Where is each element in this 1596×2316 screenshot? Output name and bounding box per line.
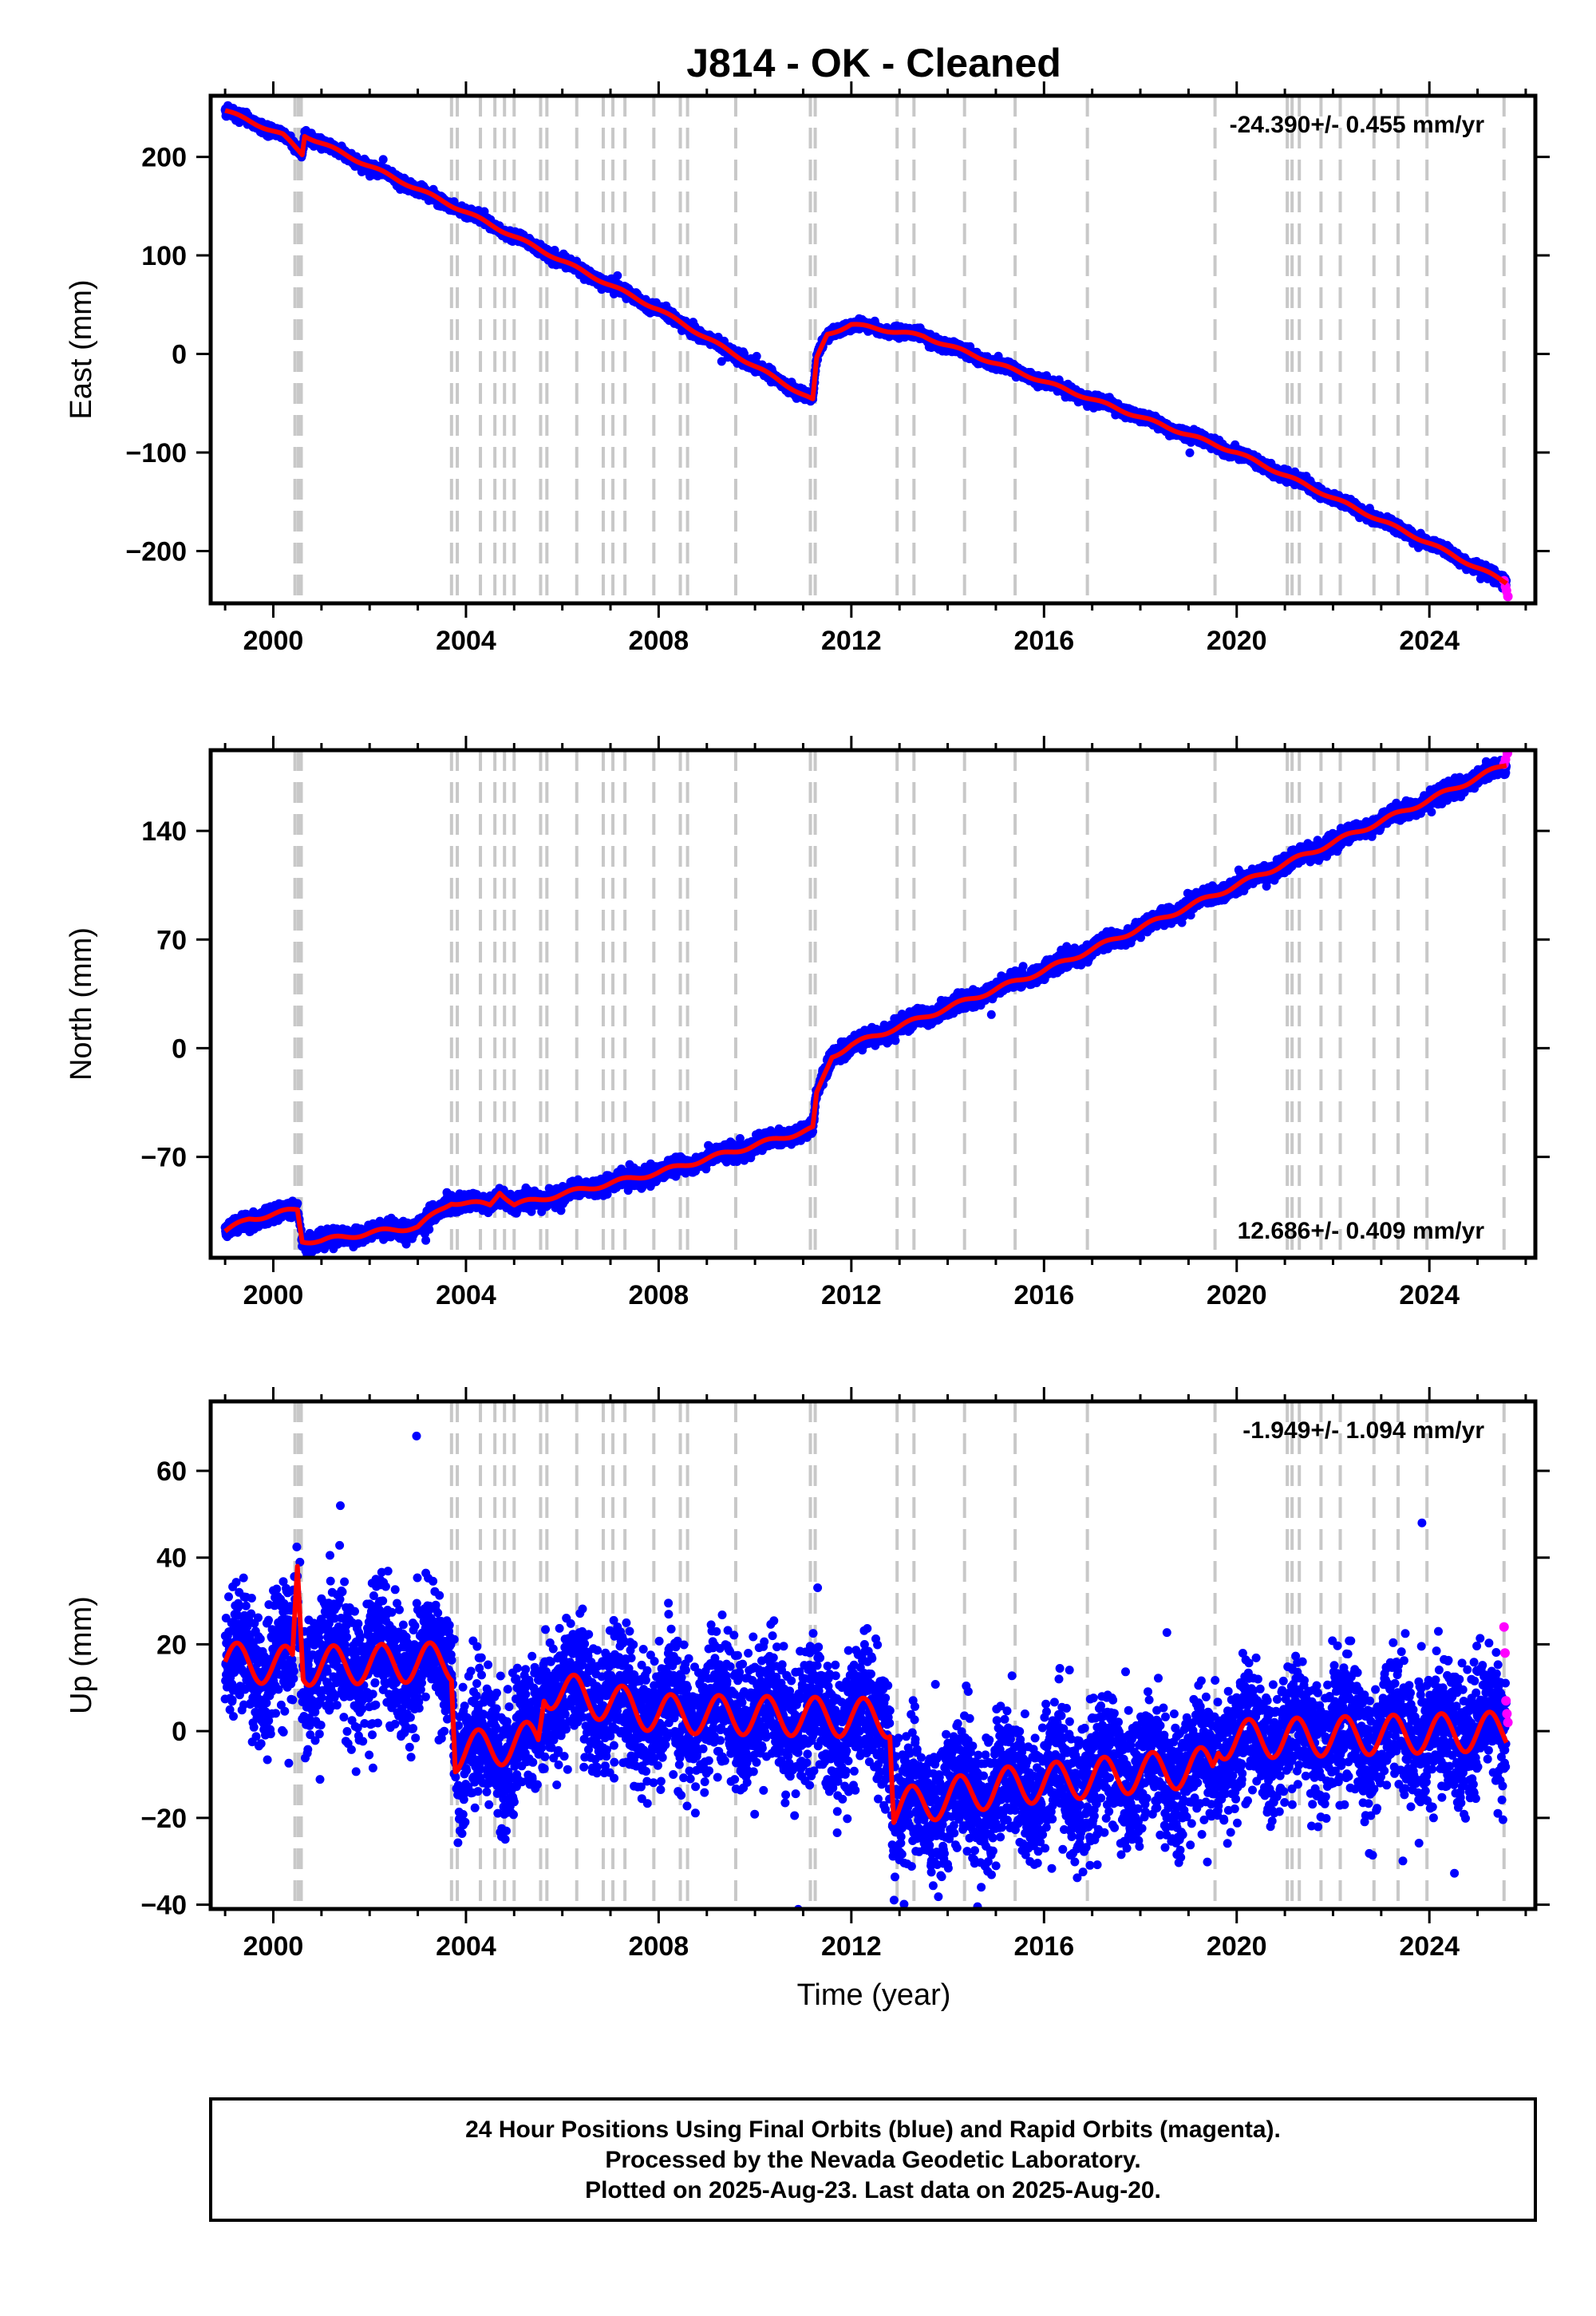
y-tick-label: 40 [156, 1543, 187, 1574]
x-axis: 2000 2004 2008 2012 2016 2020 2024 [223, 736, 1527, 1310]
y-axis: −40 −20 0 20 40 60 [140, 1456, 1550, 1921]
footer-line-2: Processed by the Nevada Geodetic Laborat… [605, 2147, 1140, 2173]
x-tick-label: 2000 [243, 1931, 304, 1962]
y-axis-label: Up (mm) [65, 1596, 98, 1714]
y-tick-label: −100 [125, 438, 187, 468]
y-tick-label: −20 [140, 1804, 187, 1834]
x-axis-label: Time (year) [797, 1978, 951, 2012]
rapid-orbit-point [1499, 1648, 1510, 1658]
velocity-label: 12.686+/- 0.409 mm/yr [1238, 1218, 1485, 1244]
plot-frame [208, 1399, 1538, 1911]
x-tick-label: 2024 [1399, 1280, 1460, 1310]
final-orbit-positions [220, 1431, 1511, 1909]
x-tick-label: 2004 [436, 1280, 496, 1310]
event-lines [293, 96, 1506, 603]
y-tick-label: 200 [141, 143, 187, 173]
x-tick-label: 2012 [821, 1931, 882, 1962]
x-tick-label: 2020 [1207, 1280, 1267, 1310]
rapid-orbit-point [1502, 1709, 1512, 1719]
model-fit-line [223, 1563, 1509, 1825]
velocity-label: -1.949+/- 1.094 mm/yr [1242, 1417, 1484, 1444]
y-tick-label: 70 [156, 925, 187, 955]
y-tick-label: −40 [140, 1891, 187, 1921]
footer-line-1: 24 Hour Positions Using Final Orbits (bl… [465, 2116, 1281, 2143]
x-axis: 2000 2004 2008 2012 2016 2020 2024 [223, 1387, 1527, 1962]
rapid-orbit-point [1501, 1696, 1511, 1706]
x-tick-label: 2016 [1013, 1931, 1074, 1962]
x-axis: 2000 2004 2008 2012 2016 2020 2024 [223, 81, 1527, 656]
y-tick-label: 100 [141, 241, 187, 271]
rapid-orbit-point [1503, 1717, 1513, 1728]
y-axis: −70 0 70 140 [140, 816, 1550, 1173]
velocity-label: -24.390+/- 0.455 mm/yr [1230, 112, 1485, 138]
y-axis-label: East (mm) [65, 279, 98, 419]
y-tick-label: 140 [141, 816, 187, 847]
y-tick-label: 20 [156, 1630, 187, 1660]
model-fit-line [223, 108, 1509, 586]
plot-frame [208, 748, 1538, 1260]
x-tick-label: 2024 [1399, 1931, 1460, 1962]
figure-title: J814 - OK - Cleaned [686, 41, 1061, 85]
rapid-orbit-point [1503, 591, 1513, 602]
x-tick-label: 2008 [629, 1931, 689, 1962]
y-tick-label: 0 [172, 340, 187, 370]
rapid-orbit-positions [1499, 1622, 1513, 1728]
north-panel: 2000 2004 2008 2012 2016 2020 2024 −70 0 70 140 Nor… [65, 736, 1550, 1310]
x-tick-label: 2008 [629, 1280, 689, 1310]
y-tick-label: −200 [125, 537, 187, 567]
final-orbit-positions [220, 756, 1511, 1258]
footer-box: 24 Hour Positions Using Final Orbits (bl… [209, 2097, 1537, 2222]
final-orbit-positions [220, 101, 1511, 593]
plot-frame [208, 93, 1538, 606]
event-lines [293, 750, 1506, 1258]
y-tick-label: 0 [172, 1034, 187, 1064]
y-tick-label: 60 [156, 1456, 187, 1487]
x-tick-label: 2000 [243, 626, 304, 656]
footer-line-3: Plotted on 2025-Aug-23. Last data on 202… [585, 2177, 1161, 2203]
x-tick-label: 2004 [436, 626, 496, 656]
x-tick-label: 2016 [1013, 626, 1074, 656]
x-tick-label: 2000 [243, 1280, 304, 1310]
rapid-orbit-point [1499, 1622, 1509, 1632]
x-tick-label: 2016 [1013, 1280, 1074, 1310]
x-tick-label: 2020 [1207, 1931, 1267, 1962]
x-tick-label: 2004 [436, 1931, 496, 1962]
x-tick-label: 2012 [821, 1280, 882, 1310]
y-tick-label: 0 [172, 1717, 187, 1747]
y-tick-label: −70 [140, 1143, 187, 1173]
y-axis: −200 −100 0 100 200 [125, 143, 1550, 567]
x-tick-label: 2008 [629, 626, 689, 656]
x-tick-label: 2020 [1207, 626, 1267, 656]
x-tick-label: 2024 [1399, 626, 1460, 656]
x-tick-label: 2012 [821, 626, 882, 656]
model-fit-line [223, 763, 1509, 1246]
y-axis-label: North (mm) [65, 927, 98, 1081]
up-panel: 2000 2004 2008 2012 2016 2020 2024 −40 −20 0 20 40 6… [65, 1387, 1550, 1962]
east-panel: 2000 2004 2008 2012 2016 2020 2024 −200 −100 0 100… [65, 81, 1550, 656]
